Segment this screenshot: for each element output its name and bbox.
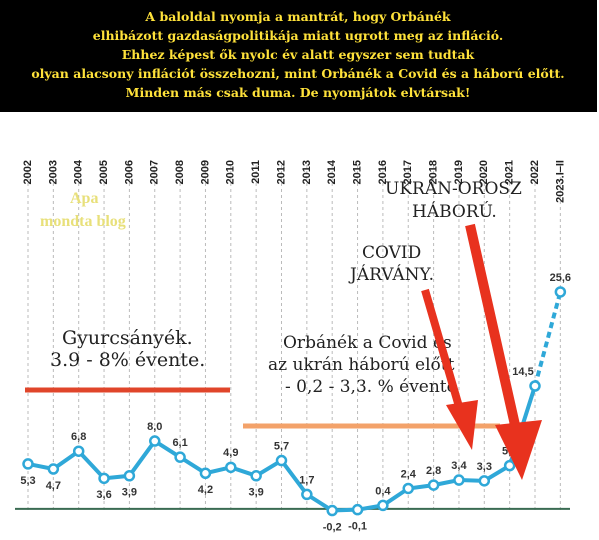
point — [98, 472, 110, 485]
data-label: 5,3 — [20, 475, 35, 487]
data-label: 2,4 — [401, 468, 417, 480]
x-tick-label: 2010 — [225, 160, 237, 184]
point — [427, 479, 440, 491]
data-label: 14,5 — [512, 366, 533, 378]
x-tick-label: 2021 — [504, 160, 516, 184]
annotation: Gyurcsányék. — [62, 327, 193, 349]
data-label: 4,2 — [198, 484, 213, 496]
header-line: olyan alacsony inflációt összehozni, min… — [31, 66, 564, 81]
x-tick-label: 2022 — [529, 160, 541, 184]
arrow — [421, 288, 464, 412]
point — [377, 499, 389, 512]
annotation: COVID — [362, 243, 421, 263]
point — [22, 458, 34, 470]
point — [250, 470, 262, 482]
x-tick-label: 2020 — [478, 160, 490, 184]
data-label: 3,9 — [122, 487, 137, 499]
data-label: 3,6 — [96, 489, 111, 501]
point — [478, 475, 491, 487]
data-label: 4,9 — [223, 447, 238, 459]
point — [351, 503, 364, 516]
annotation: UKRÁN-OROSZ — [385, 178, 522, 199]
annotation: HÁBORÚ. — [412, 201, 497, 222]
point — [326, 504, 338, 517]
watermark: Apa — [70, 190, 98, 207]
point — [503, 459, 516, 472]
point — [275, 454, 288, 467]
x-tick-label: 2012 — [275, 160, 287, 184]
x-tick-label: 2006 — [123, 160, 135, 184]
x-tick-label: 2003 — [47, 160, 59, 184]
x-tick-label: 2023.I–II — [554, 160, 566, 203]
point — [149, 435, 161, 447]
annotation: Orbánék a Covid és — [283, 333, 452, 353]
line-dashed — [533, 291, 563, 387]
point — [174, 451, 186, 463]
point — [225, 461, 237, 474]
x-tick-label: 2011 — [250, 160, 262, 184]
point — [554, 286, 567, 298]
arrow-head — [495, 420, 542, 480]
point — [47, 463, 60, 475]
x-tick-label: 2016 — [377, 160, 389, 184]
data-label: 3,3 — [477, 461, 492, 473]
data-label: 3,9 — [249, 487, 264, 499]
point — [529, 380, 541, 392]
data-label: -0,2 — [323, 521, 342, 533]
data-label: 0,4 — [375, 485, 391, 497]
data-label: 3,4 — [451, 460, 467, 472]
header-line: A baloldal nyomja a mantrát, hogy Orbáné… — [144, 9, 450, 24]
data-label: 6,8 — [71, 431, 86, 443]
x-tick-label: 2009 — [199, 160, 211, 184]
data-label: 5,7 — [274, 440, 289, 452]
annotation: az ukrán háború előtt — [268, 355, 455, 375]
x-tick-label: 2002 — [22, 160, 34, 184]
data-label: 4,7 — [46, 480, 61, 492]
point — [72, 445, 85, 457]
x-tick-label: 2013 — [301, 160, 313, 184]
x-tick-label: 2014 — [326, 159, 338, 184]
annotation: - 0,2 - 3,3. % évente — [285, 377, 457, 397]
x-tick-label: 2019 — [453, 160, 465, 184]
x-tick-label: 2015 — [351, 160, 363, 184]
data-label: 2,8 — [426, 465, 441, 477]
annotation: JÁRVÁNY. — [348, 264, 434, 285]
data-label: 8,0 — [147, 421, 162, 433]
point — [301, 488, 313, 501]
data-label: 6,1 — [172, 437, 187, 449]
arrow-head — [446, 400, 478, 450]
annotation: 3.9 - 8% évente. — [50, 349, 205, 371]
header-line: Ehhez képest ők nyolc év alatt egyszer s… — [122, 47, 475, 62]
x-tick-label: 2004 — [73, 159, 85, 184]
point — [402, 482, 414, 495]
x-tick-label: 2008 — [174, 160, 186, 184]
data-label: -0,1 — [348, 521, 367, 533]
point — [453, 474, 465, 486]
data-label: 25,6 — [550, 272, 571, 284]
watermark: mondta blog — [40, 213, 126, 230]
header-line: Minden más csak duma. De nyomjátok elvtá… — [126, 85, 471, 100]
point — [199, 467, 212, 479]
data-label: 1,7 — [299, 474, 314, 486]
x-tick-label: 2005 — [98, 160, 110, 184]
header-box — [0, 0, 597, 112]
header-line: elhibázott gazdaságpolitikája miatt ugro… — [93, 28, 504, 43]
arrow — [465, 223, 520, 427]
x-tick-label: 2007 — [149, 160, 161, 184]
x-tick-label: 2018 — [428, 160, 440, 184]
point — [123, 470, 136, 482]
x-tick-label: 2017 — [402, 160, 414, 184]
